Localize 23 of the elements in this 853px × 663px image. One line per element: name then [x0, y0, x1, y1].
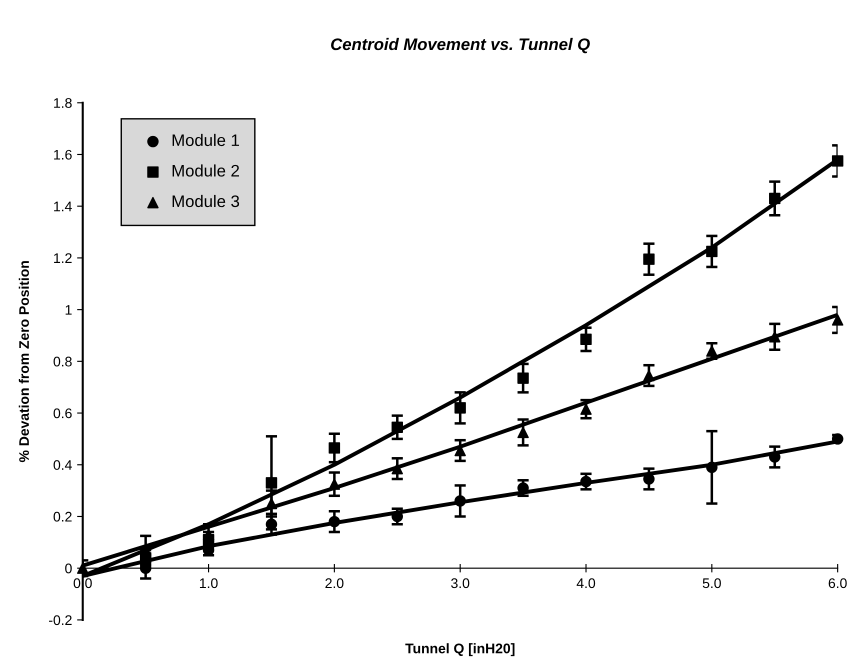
x-tick-label: 5.0 — [702, 578, 721, 588]
x-axis-title: Tunnel Q [inH20] — [405, 643, 514, 656]
x-tick-label: 3.0 — [451, 578, 470, 588]
legend-label: Module 2 — [172, 164, 239, 177]
x-tick-label: 2.0 — [325, 578, 344, 588]
y-tick-label: 0.4 — [54, 460, 72, 470]
y-tick-label: 1.6 — [54, 150, 72, 160]
legend-label: Module 3 — [172, 194, 240, 208]
y-tick-label: 0.2 — [54, 512, 72, 522]
y-tick-label: 1 — [66, 305, 72, 315]
y-tick-label: 0 — [65, 564, 72, 574]
y-tick-label: 1.8 — [54, 98, 72, 108]
y-tick-label: 1.2 — [54, 253, 72, 263]
chart-title: Centroid Movement vs. Tunnel Q — [331, 38, 590, 54]
y-tick-label: 0.8 — [54, 356, 72, 367]
y-axis-title: % Devation from Zero Position — [18, 261, 29, 462]
x-tick-label: 1.0 — [200, 578, 218, 588]
y-tick-label: 1.4 — [54, 202, 72, 212]
y-tick-label: 0.6 — [54, 408, 72, 418]
legend-label: Module 1 — [172, 134, 240, 146]
y-tick-label: -0.2 — [49, 615, 72, 626]
x-tick-label: 4.0 — [576, 578, 596, 588]
x-tick-label: 6.0 — [828, 578, 847, 588]
